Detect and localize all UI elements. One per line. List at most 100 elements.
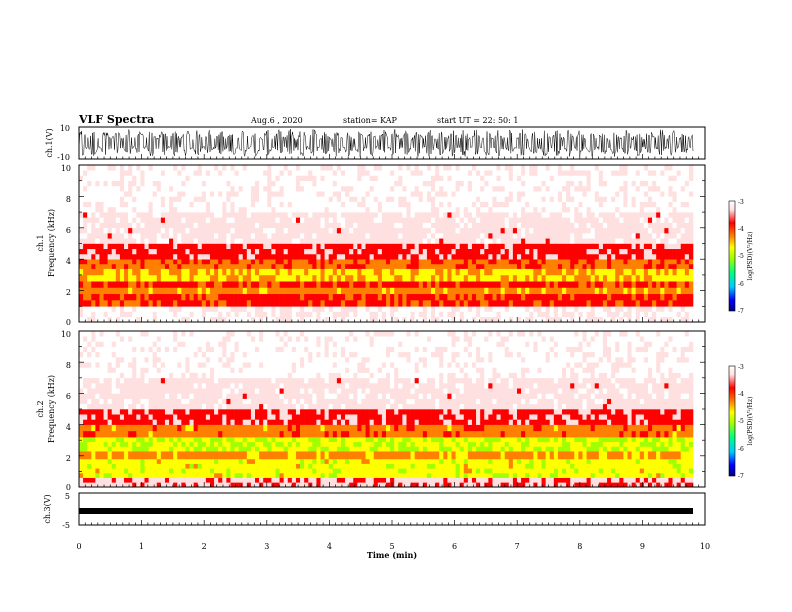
spectrogram-cell <box>91 248 96 255</box>
spectrogram-cell <box>361 201 366 208</box>
spectrogram-cell <box>205 175 211 181</box>
spectrogram-cell <box>467 248 473 255</box>
spectrogram-cell <box>426 281 432 288</box>
spectrogram-cell <box>627 217 632 223</box>
spectrogram-cell <box>390 212 395 218</box>
spectrogram-cell <box>177 212 182 218</box>
spectrogram-cell <box>590 217 596 223</box>
spectrogram-cell <box>647 287 653 295</box>
spectrogram-cell <box>431 281 436 288</box>
spectrogram-cell <box>169 293 174 301</box>
spectrogram-cell <box>369 259 375 265</box>
spectrogram-cell <box>91 212 96 218</box>
spectrogram-cell <box>336 281 342 288</box>
spectrogram-cell <box>611 243 616 250</box>
spectrogram-cell <box>226 165 231 171</box>
spectrogram-cell <box>287 316 293 323</box>
spectrogram-cell <box>431 482 436 488</box>
spectrogram-cell <box>300 259 305 265</box>
spectrogram-cell <box>259 201 264 208</box>
spectrogram-cell <box>238 281 244 288</box>
spectrogram-cell <box>381 180 387 187</box>
spectrogram-cell <box>545 196 551 202</box>
spectrogram-cell <box>320 212 325 218</box>
spectrogram-cell <box>574 243 579 250</box>
spectrogram-cell <box>377 248 383 255</box>
spectrogram-cell <box>193 316 198 323</box>
spectrogram-cell <box>500 165 505 171</box>
spectrogram-cell <box>304 191 309 197</box>
spectrogram-cell <box>242 477 248 483</box>
spectrogram-cell <box>553 238 559 244</box>
spectrogram-cell <box>238 170 244 176</box>
spectrogram-cell <box>688 243 694 250</box>
spectrogram-cell <box>467 233 473 239</box>
spectrogram-cell <box>590 206 596 213</box>
spectrogram-cell <box>99 311 104 318</box>
spectrogram-cell <box>271 472 276 478</box>
spectrogram-cell <box>652 217 657 223</box>
spectrogram-cell <box>471 468 477 474</box>
spectrogram-cell <box>541 222 546 229</box>
spectrogram-cell <box>639 300 645 307</box>
spectrogram-cell <box>623 311 628 318</box>
spectrogram-cell <box>189 281 194 288</box>
spectrogram-cell <box>422 170 428 176</box>
spectrogram-cell <box>373 306 379 312</box>
station-label: station= KAP <box>343 116 398 125</box>
spectrogram-cell <box>271 300 276 307</box>
spectrogram-cell <box>222 311 227 318</box>
spectrogram-cell <box>369 300 375 307</box>
spectrogram-cell <box>525 477 530 483</box>
spectrogram-cell <box>426 217 432 223</box>
spectrogram-cell <box>566 468 571 474</box>
spectrogram-cell <box>144 217 149 223</box>
spectrogram-cell <box>275 238 280 244</box>
spectrogram-cell <box>607 212 612 218</box>
spectrogram-cell <box>83 217 88 223</box>
spectrogram-cell <box>443 293 448 301</box>
spectrogram-cell <box>570 316 575 323</box>
spectrogram-cell <box>369 180 375 187</box>
spectrogram-cell <box>422 281 428 288</box>
spectrogram-cell <box>521 300 526 307</box>
spectrogram-cell <box>226 482 231 488</box>
ch1-waveform-frame <box>78 126 706 160</box>
spectrogram-cell <box>103 227 108 234</box>
spectrogram-cell <box>320 165 325 171</box>
spectrogram-cell <box>488 227 493 234</box>
spectrogram-cell <box>594 196 600 202</box>
spectrogram-cell <box>590 472 596 478</box>
spectrogram-cell <box>250 287 256 295</box>
figure-title: VLF Spectra <box>78 113 154 126</box>
spectrogram-cell <box>414 248 420 255</box>
spectrogram-cell <box>332 206 338 213</box>
spectrogram-cell <box>488 293 493 301</box>
spectrogram-cell <box>160 175 166 181</box>
spectrogram-cell <box>676 281 682 288</box>
spectrogram-cell <box>79 175 84 181</box>
ch1-spectrogram-panel: ch.1 Frequency (kHz) 10 8 6 4 2 0 <box>36 164 706 327</box>
spectrogram-cell <box>627 263 632 269</box>
spectrogram-cell <box>279 201 284 208</box>
spectrogram-cell <box>607 293 612 301</box>
spectrogram-cell <box>570 268 575 276</box>
spectrogram-cell <box>259 222 264 229</box>
spectrogram-cell <box>463 300 469 307</box>
spectrogram-cell <box>451 274 456 282</box>
spectrogram-cell <box>688 311 694 318</box>
spectrogram-cell <box>87 472 92 478</box>
spectrogram-cell <box>336 217 342 223</box>
spectrogram-cell <box>369 316 375 323</box>
spectrogram-cell <box>263 281 268 288</box>
spectrogram-cell <box>328 212 334 218</box>
spectrogram-cell <box>332 185 338 192</box>
spectrogram-cell <box>226 306 231 312</box>
spectrogram-cell <box>197 196 203 202</box>
spectrogram-cell <box>484 243 489 250</box>
spectrogram-cell <box>672 293 677 301</box>
spectrogram-cell <box>508 311 514 318</box>
spectrogram-cell <box>193 472 198 478</box>
spectrogram-cell <box>275 268 280 276</box>
spectrogram-cell <box>263 468 268 474</box>
